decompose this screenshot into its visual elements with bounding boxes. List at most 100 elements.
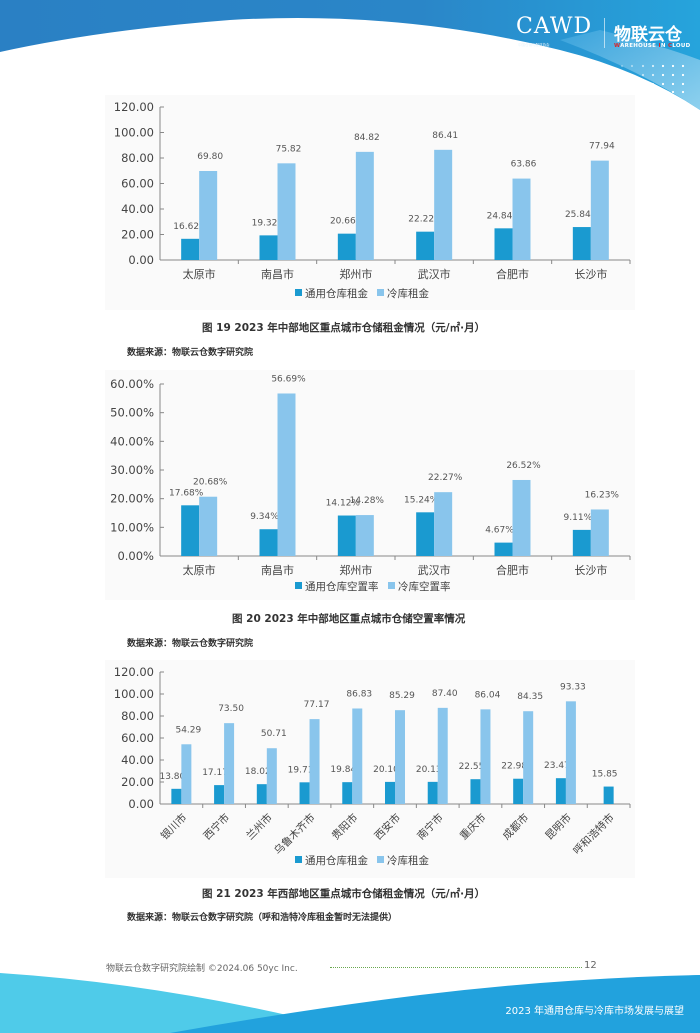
svg-text:9.34%: 9.34% [250,512,279,522]
svg-text:20.00%: 20.00% [110,492,154,506]
cawd-logo: CAWD [516,14,593,39]
bar [416,231,435,260]
svg-text:40.00%: 40.00% [110,434,154,448]
svg-text:84.82: 84.82 [354,133,380,143]
svg-text:通用仓库租金: 通用仓库租金 [305,287,368,300]
svg-text:19.71: 19.71 [288,765,314,775]
footer-credit: 物联云仓数字研究院绘制 ©2024.06 50yc Inc. [106,964,298,974]
bar [395,710,405,804]
svg-text:22.98: 22.98 [501,762,527,772]
report-title: 2023 年通用仓库与冷库市场发展与展望 [505,1006,684,1017]
svg-text:19.32: 19.32 [252,218,278,228]
svg-text:77.17: 77.17 [304,700,330,710]
bar [259,529,278,556]
svg-text:郑州市: 郑州市 [339,267,372,281]
svg-text:合肥市: 合肥市 [496,563,529,577]
bar [523,711,534,804]
bar [555,778,566,804]
svg-text:23.47: 23.47 [544,761,570,771]
svg-text:太原市: 太原市 [183,267,216,281]
warehouse-in-cloud-logo: 物联云仓 [614,25,682,45]
bar [355,151,374,260]
svg-text:13.80: 13.80 [159,772,185,782]
bar [199,171,218,260]
svg-text:25.84: 25.84 [565,210,591,220]
bar [572,227,591,260]
bar [299,782,310,804]
svg-text:16.23%: 16.23% [585,490,620,500]
svg-text:17.17: 17.17 [202,768,228,778]
bar [470,779,481,804]
bar [603,786,614,804]
figure21-source: 数据来源：物联云仓数字研究院（呼和浩特冷库租金暂时无法提供） [127,913,398,923]
svg-text:80.00: 80.00 [121,709,154,723]
svg-text:40.00: 40.00 [121,202,154,216]
bar [277,163,296,260]
svg-text:冷库空置率: 冷库空置率 [398,580,451,593]
svg-text:20.68%: 20.68% [193,478,228,488]
cawd-logo-subtitle: 中国仓储与配送协会 [518,43,550,47]
svg-text:20.00: 20.00 [121,775,154,789]
svg-text:26.52%: 26.52% [506,461,541,471]
svg-text:22.55: 22.55 [459,762,485,772]
warehouse-in-cloud-subtitle: WAREHOUSE IN CLOUD [614,43,691,49]
svg-text:56.69%: 56.69% [271,374,306,384]
svg-text:60.00%: 60.00% [110,377,154,391]
svg-text:87.40: 87.40 [432,689,458,699]
footer-dotted-leader [330,967,582,968]
bar [434,492,453,556]
bar [352,708,363,804]
svg-text:30.00%: 30.00% [110,463,154,477]
svg-text:77.94: 77.94 [589,142,615,152]
svg-text:69.80: 69.80 [197,152,223,162]
svg-text:73.50: 73.50 [218,704,244,714]
bar [277,393,296,556]
svg-text:10.00%: 10.00% [110,520,154,534]
svg-text:18.02: 18.02 [245,767,271,777]
svg-text:通用仓库租金: 通用仓库租金 [305,854,368,867]
figure20-source: 数据来源：物联云仓数字研究院 [127,639,254,649]
chart-central-rent: 0.00 20.00 40.00 60.00 80.00 100.00 120.00 16.6… [105,95,635,310]
bar [259,235,278,260]
svg-text:20.66: 20.66 [330,217,356,227]
svg-text:19.84: 19.84 [330,765,356,775]
bar [309,719,320,804]
svg-text:22.27%: 22.27% [428,473,463,483]
bar [572,529,591,556]
svg-text:100.00: 100.00 [114,687,154,701]
svg-text:16.62: 16.62 [173,222,199,232]
svg-text:75.82: 75.82 [276,144,302,154]
svg-text:20.00: 20.00 [121,228,154,242]
bar [590,160,609,260]
svg-text:20.13: 20.13 [416,765,442,775]
bar [256,784,267,804]
bar [512,479,531,556]
svg-text:120.00: 120.00 [114,100,154,114]
svg-text:86.41: 86.41 [432,131,458,141]
svg-text:63.86: 63.86 [511,160,537,170]
bar [337,515,356,556]
svg-text:14.12%: 14.12% [326,499,361,509]
svg-text:0.00: 0.00 [128,253,154,267]
svg-text:4.67%: 4.67% [485,526,514,536]
bar [416,512,435,556]
svg-text:长沙市: 长沙市 [574,563,607,577]
svg-text:郑州市: 郑州市 [339,563,372,577]
svg-text:86.83: 86.83 [346,689,372,699]
bar [181,238,200,260]
svg-text:50.71: 50.71 [261,729,287,739]
svg-text:15.24%: 15.24% [404,495,439,505]
bar [171,788,182,804]
svg-text:85.29: 85.29 [389,691,415,701]
bar [355,515,374,556]
svg-text:武汉市: 武汉市 [418,563,451,577]
bar [214,785,225,804]
svg-text:40.00: 40.00 [121,753,154,767]
bar [494,228,513,260]
bar [266,748,277,804]
svg-text:54.29: 54.29 [175,725,201,735]
svg-text:80.00: 80.00 [121,151,154,165]
svg-text:0.00: 0.00 [128,797,154,811]
bar [385,781,395,804]
bar [434,149,453,260]
